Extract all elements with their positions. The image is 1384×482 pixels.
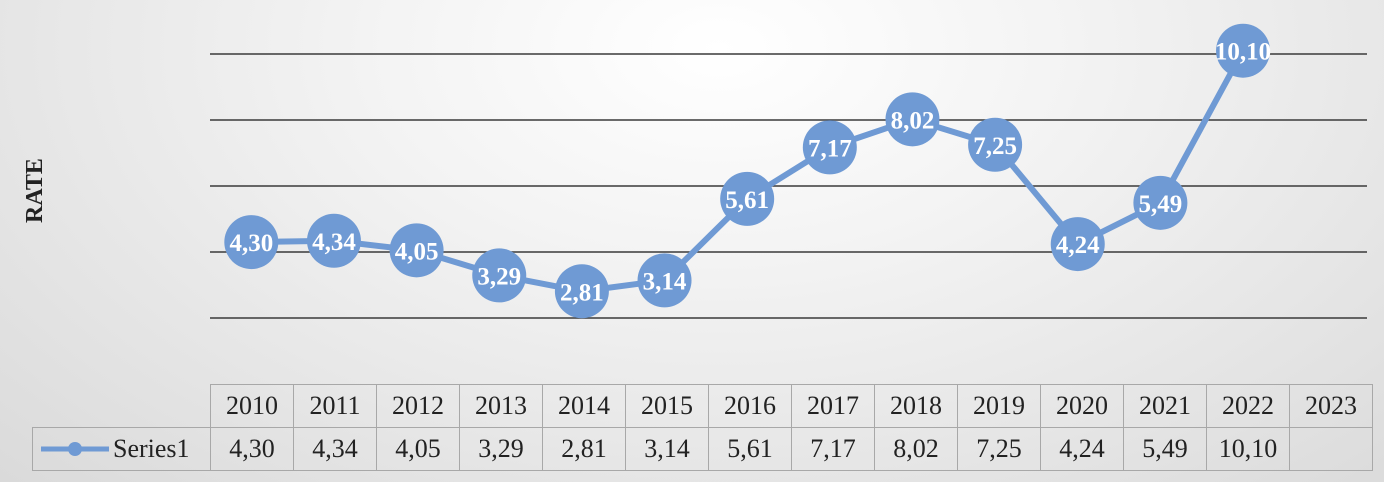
data-label: 7,25 (973, 133, 1017, 160)
data-markers: 4,30 4,34 4,05 3,29 2,81 3,14 5,61 7,17 8,02 7,25… (224, 23, 1271, 319)
data-label: 4,05 (395, 238, 439, 265)
table-value-cell: 8,02 (874, 427, 958, 471)
table-value-cell: 5,49 (1123, 427, 1207, 471)
table-value-cell: 5,61 (708, 427, 792, 471)
data-label: 3,14 (643, 268, 687, 295)
gridlines (210, 53, 1367, 319)
legend-series-name: Series1 (113, 434, 190, 463)
table-header-cell: 2023 (1289, 384, 1373, 428)
table-value-cell: 4,34 (293, 427, 377, 471)
table-header-cell: 2010 (210, 384, 294, 428)
legend-cell: Series1 (32, 427, 211, 471)
table-value-cell: 3,14 (625, 427, 709, 471)
data-table-corner (32, 384, 211, 428)
data-label: 5,61 (725, 187, 769, 214)
table-value-cell: 2,81 (542, 427, 626, 471)
table-header-cell: 2021 (1123, 384, 1207, 428)
table-header-cell: 2017 (791, 384, 875, 428)
data-label: 3,29 (477, 263, 521, 290)
data-point-marker (637, 253, 692, 308)
table-value-cell: 7,25 (957, 427, 1041, 471)
table-value-cell: 4,24 (1040, 427, 1124, 471)
data-point-marker (720, 171, 775, 226)
table-value-cell (1289, 427, 1373, 471)
table-value-cell: 4,05 (376, 427, 460, 471)
data-label: 4,30 (229, 230, 273, 257)
legend-line-marker-icon (41, 442, 109, 456)
table-value-cell: 3,29 (459, 427, 543, 471)
data-point-marker (306, 213, 361, 268)
table-header-cell: 2011 (293, 384, 377, 428)
table-value-cell: 10,10 (1206, 427, 1290, 471)
data-label: 7,17 (808, 135, 852, 162)
table-header-cell: 2014 (542, 384, 626, 428)
table-header-cell: 2015 (625, 384, 709, 428)
y-axis-label: RATE (14, 150, 56, 230)
data-point-marker (1133, 175, 1188, 230)
table-header-cell: 2012 (376, 384, 460, 428)
data-point-marker (1050, 217, 1105, 272)
y-axis-label-text: RATE (21, 157, 48, 223)
data-table: 2010 2011 2012 2013 2014 2015 2016 2017 2018 2019… (32, 384, 1373, 471)
data-point-marker (554, 264, 609, 319)
table-value-cell: 7,17 (791, 427, 875, 471)
data-label: 4,34 (312, 229, 356, 256)
data-label: 5,49 (1139, 191, 1183, 218)
data-point-marker (472, 248, 527, 303)
table-header-cell: 2019 (957, 384, 1041, 428)
data-point-marker (885, 92, 940, 147)
data-point-marker (224, 215, 279, 270)
table-value-cell: 4,30 (210, 427, 294, 471)
data-point-marker (968, 117, 1023, 172)
data-table-header-row: 2010 2011 2012 2013 2014 2015 2016 2017 2018 2019… (32, 384, 1373, 428)
data-point-marker (389, 223, 444, 278)
table-header-cell: 2022 (1206, 384, 1290, 428)
data-label: 8,02 (891, 107, 935, 134)
data-label: 10,10 (1215, 39, 1271, 66)
data-table-series-row: Series1 4,30 4,34 4,05 3,29 2,81 3,14 5,61 7,17… (32, 427, 1373, 471)
table-header-cell: 2016 (708, 384, 792, 428)
data-point-marker (802, 120, 857, 175)
table-header-cell: 2018 (874, 384, 958, 428)
data-label: 4,24 (1056, 232, 1100, 259)
data-label: 2,81 (560, 279, 604, 306)
table-header-cell: 2013 (459, 384, 543, 428)
data-point-marker (1216, 23, 1271, 78)
table-header-cell: 2020 (1040, 384, 1124, 428)
